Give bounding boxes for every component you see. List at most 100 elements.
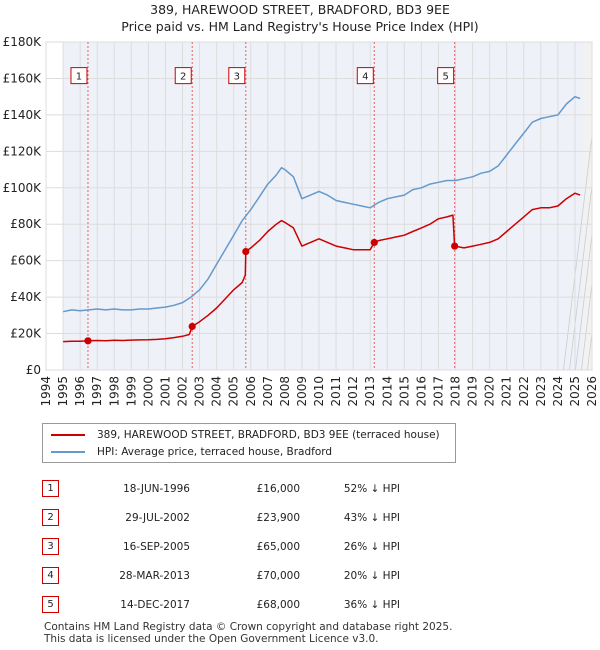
sale-marker-label: 4	[362, 72, 368, 83]
chart-title: 389, HAREWOOD STREET, BRADFORD, BD3 9EE	[150, 2, 450, 17]
sale-marker-box	[437, 67, 455, 85]
x-tick-label: 1999	[124, 376, 138, 407]
legend-swatch-property	[51, 434, 85, 436]
sale-date: 16-SEP-2005	[122, 540, 190, 553]
sale-point	[242, 247, 250, 256]
x-tick-label: 2015	[397, 376, 411, 407]
x-tick-label: 2019	[466, 376, 480, 407]
sale-row: 2 29-JUL-2002 £23,900 43% ↓ HPI	[42, 503, 400, 532]
sale-hpi-diff: 52% ↓ HPI	[343, 482, 400, 495]
sale-hpi-diff: 26% ↓ HPI	[343, 540, 400, 553]
sale-marker-box	[70, 67, 88, 85]
x-tick-label: 2020	[483, 376, 497, 407]
sale-point	[370, 238, 378, 247]
y-tick-label: £60K	[10, 254, 42, 268]
sale-marker-label: 5	[442, 72, 448, 83]
price-chart: £0 £20K £40K £60K £80K £100K £120K £140K £160K £1…	[3, 35, 600, 407]
sale-price: £70,000	[256, 569, 300, 582]
hatch-mask	[592, 41, 600, 371]
x-tick-label: 1995	[56, 376, 70, 407]
sale-hpi-diff: 20% ↓ HPI	[343, 569, 400, 582]
sale-date: 18-JUN-1996	[123, 482, 190, 495]
sale-marker-box	[174, 67, 192, 85]
x-tick-label: 2001	[158, 376, 172, 407]
sale-price: £16,000	[256, 482, 300, 495]
x-tick-label: 1994	[39, 376, 53, 407]
x-tick-label: 2002	[176, 376, 190, 407]
sale-date: 28-MAR-2013	[119, 569, 190, 582]
sale-marker: 4	[42, 567, 59, 584]
x-tick-label: 2000	[141, 376, 155, 407]
sale-marker-label: 1	[76, 72, 82, 83]
sale-row: 4 28-MAR-2013 £70,000 20% ↓ HPI	[42, 561, 400, 590]
sale-marker: 3	[42, 538, 59, 555]
x-tick-label: 2021	[500, 376, 514, 407]
x-tick-label: 2013	[363, 376, 377, 407]
sale-price: £65,000	[256, 540, 300, 553]
x-tick-label: 2016	[414, 376, 428, 407]
y-tick-label: £120K	[3, 144, 43, 158]
x-tick-label: 2005	[227, 376, 241, 407]
sale-marker-label: 3	[234, 72, 240, 83]
legend-item-property: 389, HAREWOOD STREET, BRADFORD, BD3 9EE …	[51, 427, 440, 443]
sale-row: 5 14-DEC-2017 £68,000 36% ↓ HPI	[42, 590, 400, 619]
x-tick-label: 2008	[278, 376, 292, 407]
x-tick-label: 2025	[568, 376, 582, 407]
sale-marker: 1	[42, 480, 59, 497]
x-tick-label: 2026	[585, 376, 599, 407]
footer-licence: This data is licensed under the Open Gov…	[44, 633, 379, 645]
sales-table: 1 18-JUN-1996 £16,000 52% ↓ HPI 2 29-JUL-2002…	[42, 474, 400, 619]
future-region	[583, 42, 592, 370]
sale-marker: 2	[42, 509, 59, 526]
legend-label-property: 389, HAREWOOD STREET, BRADFORD, BD3 9EE …	[97, 429, 440, 441]
x-tick-label: 2007	[261, 376, 275, 407]
chart-legend: 389, HAREWOOD STREET, BRADFORD, BD3 9EE …	[42, 423, 456, 463]
y-tick-label: £160K	[3, 71, 43, 85]
sale-marker-box	[228, 67, 246, 85]
data-range-shade	[63, 42, 584, 370]
x-tick-label: 2004	[210, 376, 224, 407]
x-tick-label: 2014	[380, 376, 394, 407]
sale-marker-box	[356, 67, 374, 85]
sale-hpi-diff: 43% ↓ HPI	[343, 511, 400, 524]
y-tick-label: £40K	[10, 290, 42, 304]
sale-hpi-diff: 36% ↓ HPI	[343, 598, 400, 611]
footer-copyright: Contains HM Land Registry data © Crown c…	[44, 621, 453, 633]
y-tick-label: £100K	[3, 181, 43, 195]
sale-row: 1 18-JUN-1996 £16,000 52% ↓ HPI	[42, 474, 400, 503]
sale-price: £23,900	[256, 511, 300, 524]
x-tick-label: 2022	[517, 376, 531, 407]
legend-swatch-hpi	[51, 451, 85, 453]
y-tick-label: £80K	[10, 217, 42, 231]
sale-marker: 5	[42, 596, 59, 613]
property-series-line	[63, 192, 581, 343]
x-tick-label: 1996	[73, 376, 87, 407]
legend-item-hpi: HPI: Average price, terraced house, Brad…	[51, 444, 332, 460]
footer: Contains HM Land Registry data © Crown c…	[44, 621, 452, 645]
x-tick-label: 2009	[295, 376, 309, 407]
y-tick-label: £140K	[3, 108, 43, 122]
x-tick-label: 2023	[534, 376, 548, 407]
sale-point	[188, 322, 196, 331]
hpi-series-line	[62, 95, 581, 313]
sale-date: 14-DEC-2017	[120, 598, 190, 611]
y-tick-label: £20K	[10, 327, 42, 341]
x-tick-label: 1998	[107, 376, 121, 407]
y-tick-label: £180K	[3, 35, 43, 49]
hatch-line	[581, 214, 600, 371]
x-tick-label: 2017	[431, 376, 445, 407]
x-tick-label: 2012	[346, 376, 360, 407]
legend-label-hpi: HPI: Average price, terraced house, Brad…	[97, 446, 333, 458]
x-tick-label: 2003	[193, 376, 207, 407]
x-tick-label: 2011	[329, 376, 343, 407]
sale-point	[84, 337, 92, 345]
sale-date: 29-JUL-2002	[125, 511, 190, 524]
sale-price: £68,000	[256, 598, 300, 611]
sale-point	[451, 242, 459, 250]
x-tick-label: 2006	[244, 376, 258, 407]
x-tick-label: 2010	[312, 376, 326, 407]
hatch-line	[569, 116, 600, 371]
sale-row: 3 16-SEP-2005 £65,000 26% ↓ HPI	[42, 532, 400, 561]
chart-subtitle: Price paid vs. HM Land Registry's House …	[121, 19, 479, 34]
x-tick-label: 2024	[551, 376, 565, 407]
